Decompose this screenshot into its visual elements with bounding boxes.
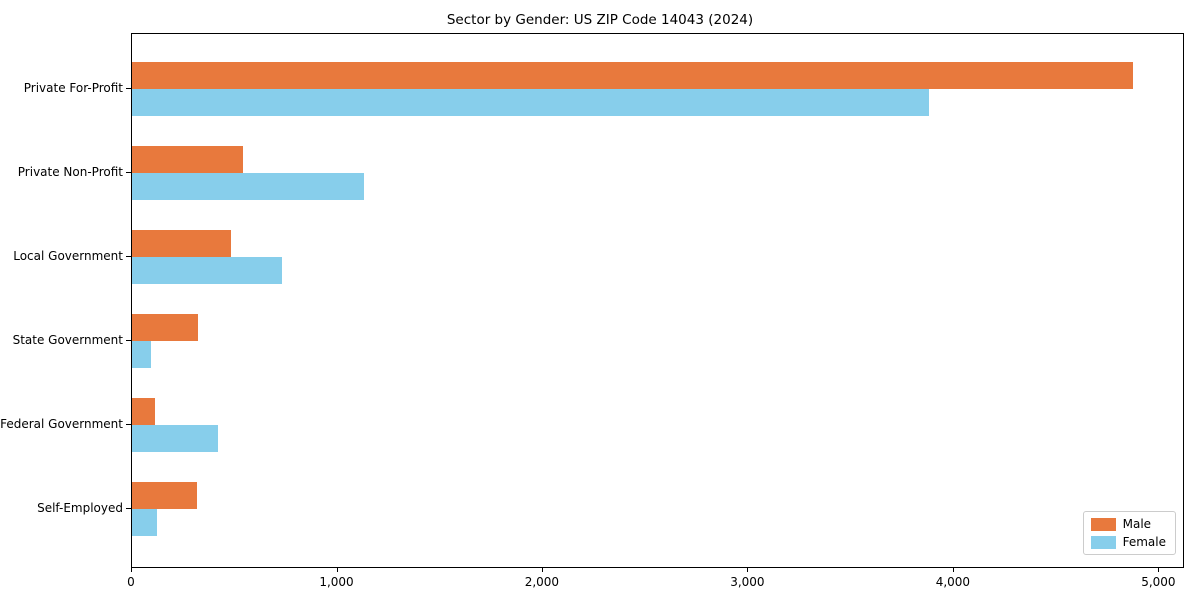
bar-male-self-employed — [132, 482, 197, 509]
x-tick-label: 4,000 — [935, 575, 971, 589]
bar-male-private-non-profit — [132, 146, 243, 173]
x-tick-mark — [1158, 568, 1160, 572]
legend: Male Female — [1082, 511, 1176, 555]
x-tick-label: 0 — [127, 575, 135, 589]
legend-item-female: Female — [1090, 535, 1166, 549]
y-tick-mark — [126, 508, 131, 509]
x-tick-label: 2,000 — [524, 575, 560, 589]
legend-label: Female — [1122, 535, 1166, 549]
bar-male-local-government — [132, 230, 231, 257]
y-tick-mark — [126, 88, 131, 89]
bar-female-private-non-profit — [132, 173, 365, 200]
x-tick-mark — [336, 568, 338, 572]
y-tick-label: Federal Government — [0, 417, 123, 431]
x-tick-mark — [131, 568, 132, 572]
bar-female-private-for-profit — [132, 89, 930, 116]
y-tick-label: Self-Employed — [37, 501, 123, 515]
y-tick-mark — [126, 172, 131, 173]
legend-swatch-male — [1090, 517, 1116, 531]
x-tick-mark — [952, 568, 954, 572]
y-tick-mark — [126, 340, 131, 341]
legend-swatch-female — [1090, 535, 1116, 549]
y-tick-label: Private Non-Profit — [17, 165, 123, 179]
legend-item-male: Male — [1090, 517, 1166, 531]
bar-male-private-for-profit — [132, 62, 1133, 89]
legend-label: Male — [1122, 517, 1152, 531]
y-tick-label: Private For-Profit — [23, 81, 123, 95]
y-tick-label: State Government — [12, 333, 123, 347]
bar-male-state-government — [132, 314, 198, 341]
x-tick-label: 1,000 — [319, 575, 354, 589]
bar-male-federal-government — [132, 398, 155, 425]
x-tick-mark — [541, 568, 543, 572]
y-tick-label: Local Government — [13, 249, 123, 263]
bar-female-state-government — [132, 341, 151, 368]
plot-area: Male Female — [131, 33, 1184, 568]
x-tick-mark — [747, 568, 749, 572]
chart-title: Sector by Gender: US ZIP Code 14043 (202… — [446, 12, 754, 28]
bar-female-self-employed — [132, 509, 157, 536]
x-tick-label: 5,000 — [1141, 575, 1176, 589]
y-tick-mark — [126, 256, 131, 257]
bar-female-local-government — [132, 257, 282, 284]
y-tick-mark — [126, 424, 131, 425]
bar-female-federal-government — [132, 425, 219, 452]
x-tick-label: 3,000 — [730, 575, 765, 589]
